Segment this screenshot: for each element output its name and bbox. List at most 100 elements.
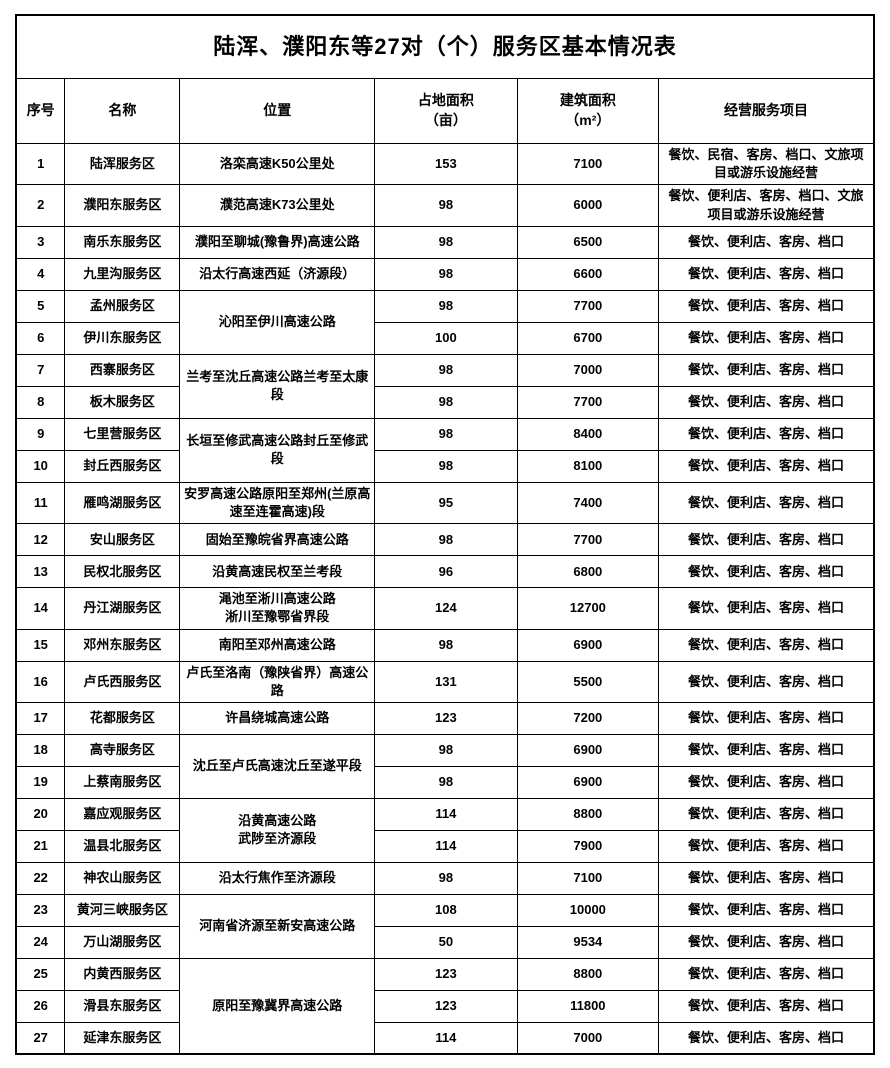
- cell-services: 餐饮、便利店、客房、档口: [658, 701, 875, 735]
- column-header-name: 名称: [64, 78, 181, 144]
- cell-building-area: 7200: [516, 701, 660, 735]
- cell-location: 原阳至豫冀界高速公路: [179, 957, 376, 1055]
- table-row: 21 温县北服务区 114 7900 餐饮、便利店、客房、档口: [15, 829, 875, 863]
- cell-land-area: 98: [374, 225, 518, 259]
- cell-building-area: 11800: [516, 989, 660, 1023]
- table-row: 24 万山湖服务区 50 9534 餐饮、便利店、客房、档口: [15, 925, 875, 959]
- cell-name: 延津东服务区: [64, 1021, 181, 1055]
- cell-land-area: 131: [374, 660, 518, 703]
- cell-land-area: 98: [374, 523, 518, 557]
- cell-no: 16: [15, 660, 66, 703]
- cell-no: 22: [15, 861, 66, 895]
- cell-building-area: 7100: [516, 142, 660, 186]
- cell-name: 封丘西服务区: [64, 449, 181, 483]
- cell-no: 13: [15, 555, 66, 589]
- cell-name: 卢氏西服务区: [64, 660, 181, 703]
- table-row: 2 濮阳东服务区 濮范高速K73公里处 98 6000 餐饮、便利店、客房、档口、文旅项目…: [15, 184, 875, 227]
- cell-building-area: 7700: [516, 289, 660, 323]
- table-row: 7 西寨服务区 兰考至沈丘高速公路兰考至太康段 98 7000 餐饮、便利店、客房、档口: [15, 353, 875, 419]
- cell-location: 濮范高速K73公里处: [179, 184, 376, 227]
- table-row: 22 神农山服务区 沿太行焦作至济源段 98 7100 餐饮、便利店、客房、档口: [15, 861, 875, 895]
- cell-land-area: 114: [374, 1021, 518, 1055]
- cell-land-area: 114: [374, 797, 518, 831]
- cell-land-area: 98: [374, 257, 518, 291]
- cell-building-area: 7000: [516, 353, 660, 387]
- cell-location: 许昌绕城高速公路: [179, 701, 376, 735]
- cell-location: 长垣至修武高速公路封丘至修武段: [179, 417, 376, 483]
- cell-building-area: 7700: [516, 523, 660, 557]
- cell-name: 七里营服务区: [64, 417, 181, 451]
- cell-services: 餐饮、便利店、客房、档口: [658, 587, 875, 630]
- cell-building-area: 6000: [516, 184, 660, 227]
- cell-building-area: 6600: [516, 257, 660, 291]
- cell-services: 餐饮、便利店、客房、档口: [658, 957, 875, 991]
- cell-land-area: 100: [374, 321, 518, 355]
- cell-name: 安山服务区: [64, 523, 181, 557]
- cell-land-area: 98: [374, 628, 518, 662]
- cell-land-area: 153: [374, 142, 518, 186]
- cell-services: 餐饮、便利店、客房、档口: [658, 660, 875, 703]
- page-title: 陆浑、濮阳东等27对（个）服务区基本情况表: [15, 14, 875, 79]
- cell-name: 雁鸣湖服务区: [64, 481, 181, 525]
- cell-services: 餐饮、便利店、客房、档口: [658, 353, 875, 387]
- cell-no: 20: [15, 797, 66, 831]
- cell-services: 餐饮、便利店、客房、档口: [658, 385, 875, 419]
- cell-name: 孟州服务区: [64, 289, 181, 323]
- cell-no: 10: [15, 449, 66, 483]
- cell-services: 餐饮、便利店、客房、档口: [658, 733, 875, 767]
- cell-name: 伊川东服务区: [64, 321, 181, 355]
- table-row: 16 卢氏西服务区 卢氏至洛南（豫陕省界）高速公路 131 5500 餐饮、便利店、客房、…: [15, 660, 875, 703]
- cell-no: 23: [15, 893, 66, 927]
- cell-land-area: 98: [374, 449, 518, 483]
- cell-no: 18: [15, 733, 66, 767]
- column-header-building-area: 建筑面积 （m²）: [516, 78, 660, 144]
- column-header-land-area: 占地面积 （亩）: [374, 78, 518, 144]
- cell-name: 九里沟服务区: [64, 257, 181, 291]
- table-row: 23 黄河三峡服务区 河南省济源至新安高速公路 108 10000 餐饮、便利店、客房、档…: [15, 893, 875, 959]
- column-header-no: 序号: [15, 78, 66, 144]
- table-row: 15 邓州东服务区 南阳至邓州高速公路 98 6900 餐饮、便利店、客房、档口: [15, 628, 875, 662]
- cell-name: 嘉应观服务区: [64, 797, 181, 831]
- cell-no: 26: [15, 989, 66, 1023]
- cell-name: 邓州东服务区: [64, 628, 181, 662]
- cell-building-area: 10000: [516, 893, 660, 927]
- cell-no: 27: [15, 1021, 66, 1055]
- cell-no: 25: [15, 957, 66, 991]
- cell-land-area: 98: [374, 733, 518, 767]
- cell-no: 15: [15, 628, 66, 662]
- cell-name: 板木服务区: [64, 385, 181, 419]
- cell-name: 滑县东服务区: [64, 989, 181, 1023]
- cell-name: 民权北服务区: [64, 555, 181, 589]
- cell-land-area: 123: [374, 989, 518, 1023]
- cell-land-area: 114: [374, 829, 518, 863]
- cell-building-area: 8100: [516, 449, 660, 483]
- cell-name: 丹江湖服务区: [64, 587, 181, 630]
- cell-building-area: 5500: [516, 660, 660, 703]
- cell-land-area: 98: [374, 385, 518, 419]
- cell-land-area: 124: [374, 587, 518, 630]
- cell-services: 餐饮、便利店、客房、档口: [658, 481, 875, 525]
- cell-building-area: 8800: [516, 797, 660, 831]
- document-sheet: 陆浑、濮阳东等27对（个）服务区基本情况表 序号 名称 位置 占地面积 （亩） …: [15, 14, 875, 1056]
- cell-location: 河南省济源至新安高速公路: [179, 893, 376, 959]
- table-row: 17 花都服务区 许昌绕城高速公路 123 7200 餐饮、便利店、客房、档口: [15, 701, 875, 735]
- cell-name: 内黄西服务区: [64, 957, 181, 991]
- cell-building-area: 12700: [516, 587, 660, 630]
- cell-services: 餐饮、便利店、客房、档口: [658, 628, 875, 662]
- cell-no: 17: [15, 701, 66, 735]
- cell-location: 洛栾高速K50公里处: [179, 142, 376, 186]
- table-row: 5 孟州服务区 沁阳至伊川高速公路 98 7700 餐饮、便利店、客房、档口: [15, 289, 875, 355]
- cell-no: 5: [15, 289, 66, 323]
- service-areas-table: 陆浑、濮阳东等27对（个）服务区基本情况表 序号 名称 位置 占地面积 （亩） …: [15, 14, 875, 1056]
- table-row: 13 民权北服务区 沿黄高速民权至兰考段 96 6800 餐饮、便利店、客房、档口: [15, 555, 875, 589]
- cell-location: 沿太行高速西延（济源段）: [179, 257, 376, 291]
- cell-name: 陆浑服务区: [64, 142, 181, 186]
- cell-services: 餐饮、便利店、客房、档口: [658, 289, 875, 323]
- cell-land-area: 96: [374, 555, 518, 589]
- cell-no: 1: [15, 142, 66, 186]
- cell-no: 14: [15, 587, 66, 630]
- cell-land-area: 108: [374, 893, 518, 927]
- cell-name: 花都服务区: [64, 701, 181, 735]
- cell-location: 沁阳至伊川高速公路: [179, 289, 376, 355]
- cell-no: 12: [15, 523, 66, 557]
